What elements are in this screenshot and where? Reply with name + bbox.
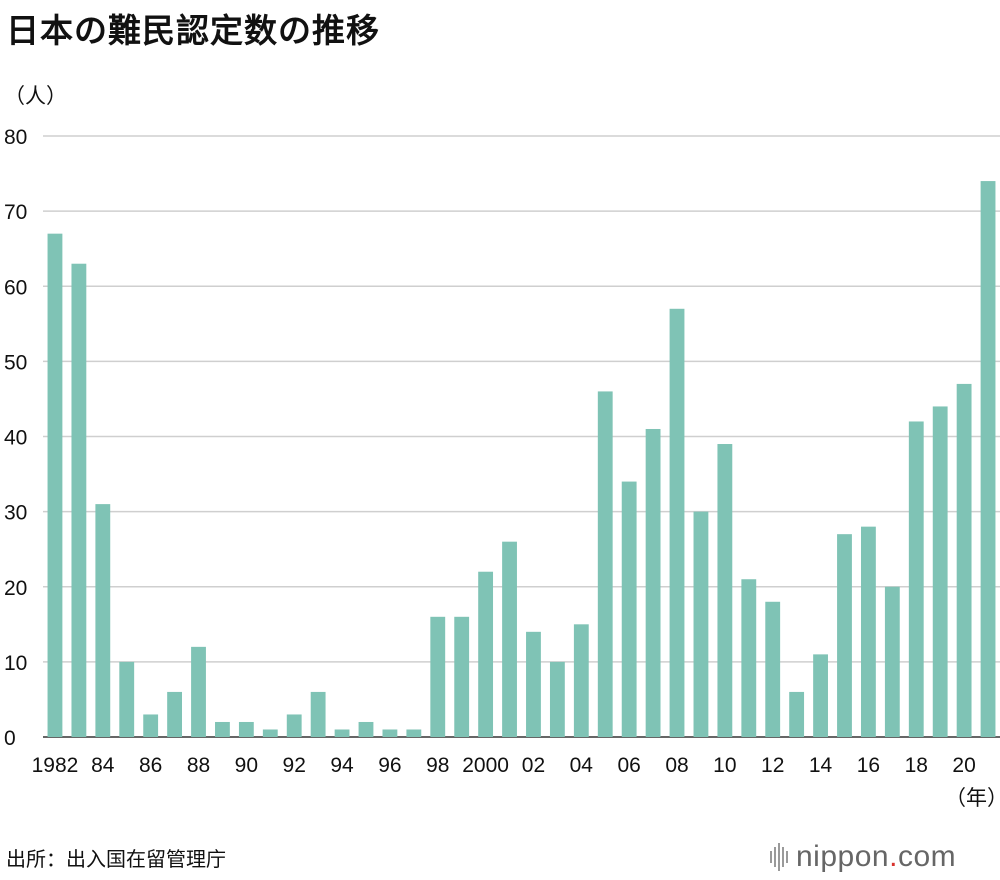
x-tick-label: 12: [761, 754, 784, 777]
bar: [286, 714, 302, 737]
x-tick-label: 86: [139, 754, 162, 777]
logo-bars-icon: [770, 843, 788, 871]
x-axis-ticks: 1982 84 86 88 90 92 94 96 98 2000 02 04 06 08 10 12 14 16…: [32, 754, 976, 777]
y-tick-label: 40: [4, 427, 27, 450]
bar: [908, 421, 924, 737]
x-tick-label: 16: [857, 754, 880, 777]
bar: [980, 181, 996, 737]
x-tick-label: 20: [952, 754, 975, 777]
y-tick-label: 60: [4, 276, 27, 299]
y-tick-label: 0: [4, 727, 16, 750]
x-tick-label: 04: [570, 754, 594, 777]
bar: [669, 308, 685, 737]
bar: [71, 263, 87, 737]
x-axis-unit: （年）: [945, 786, 1000, 810]
x-tick-label: 84: [91, 754, 115, 777]
bar: [310, 691, 326, 737]
bar: [693, 511, 709, 737]
y-tick-label: 70: [4, 201, 27, 224]
bar: [502, 541, 517, 737]
bar: [549, 661, 565, 737]
x-tick-label: 94: [330, 754, 354, 777]
x-tick-label: 1982: [32, 754, 79, 777]
x-tick-label: 18: [905, 754, 928, 777]
bar: [932, 406, 948, 737]
bar: [119, 661, 135, 737]
chart-title: 日本の難民認定数の推移: [6, 11, 380, 50]
bar: [95, 504, 111, 737]
y-tick-label: 50: [4, 351, 27, 374]
bar: [47, 233, 63, 737]
bar: [837, 534, 852, 737]
bar: [262, 729, 278, 737]
x-tick-label: 06: [617, 754, 640, 777]
bar: [765, 601, 781, 737]
x-tick-label: 02: [522, 754, 545, 777]
x-tick-label: 88: [187, 754, 210, 777]
x-tick-label: 96: [378, 754, 401, 777]
y-axis-ticks: 0 10 20 30 40 50 60 70 80: [4, 126, 27, 750]
bar: [167, 691, 183, 737]
bar: [478, 571, 494, 737]
gridlines: [43, 135, 1000, 738]
y-tick-label: 10: [4, 652, 27, 675]
bar: [143, 714, 159, 737]
bars: [47, 181, 996, 737]
logo-text: nippon.com: [796, 840, 956, 874]
bar: [215, 721, 230, 737]
x-tick-label: 14: [809, 754, 833, 777]
bar: [526, 631, 541, 737]
y-tick-label: 20: [4, 577, 27, 600]
bar: [645, 428, 661, 737]
bar: [741, 579, 757, 737]
y-tick-label: 80: [4, 126, 27, 149]
bar: [597, 391, 613, 737]
y-axis-unit: （人）: [4, 84, 67, 108]
bar: [238, 721, 254, 737]
bar: [382, 729, 398, 737]
bar: [717, 444, 733, 737]
bar: [813, 654, 828, 737]
bar: [573, 624, 589, 737]
logo-tld: com: [897, 840, 957, 873]
bar: [358, 721, 374, 737]
bar: [956, 383, 972, 737]
nippon-logo: nippon.com: [770, 840, 956, 874]
bar: [884, 586, 900, 737]
bar: [191, 646, 206, 737]
x-tick-label: 10: [713, 754, 736, 777]
bar: [789, 691, 805, 737]
bar: [454, 616, 470, 737]
y-tick-label: 30: [4, 502, 27, 525]
bar: [406, 729, 422, 737]
bar: [334, 729, 350, 737]
x-tick-label: 2000: [462, 754, 509, 777]
x-tick-label: 98: [426, 754, 449, 777]
x-tick-label: 90: [235, 754, 258, 777]
bar: [860, 526, 876, 737]
logo-dot: .: [889, 840, 898, 873]
x-tick-label: 92: [283, 754, 306, 777]
bar: [430, 616, 446, 737]
source-note: 出所：出入国在留管理庁: [6, 847, 226, 871]
x-tick-label: 08: [665, 754, 688, 777]
bar: [621, 481, 637, 737]
bar-chart: 0 10 20 30 40 50 60 70 80 1982 84 86 88 90 92 94 96 98 20…: [4, 126, 1000, 777]
logo-name: nippon: [796, 840, 890, 873]
